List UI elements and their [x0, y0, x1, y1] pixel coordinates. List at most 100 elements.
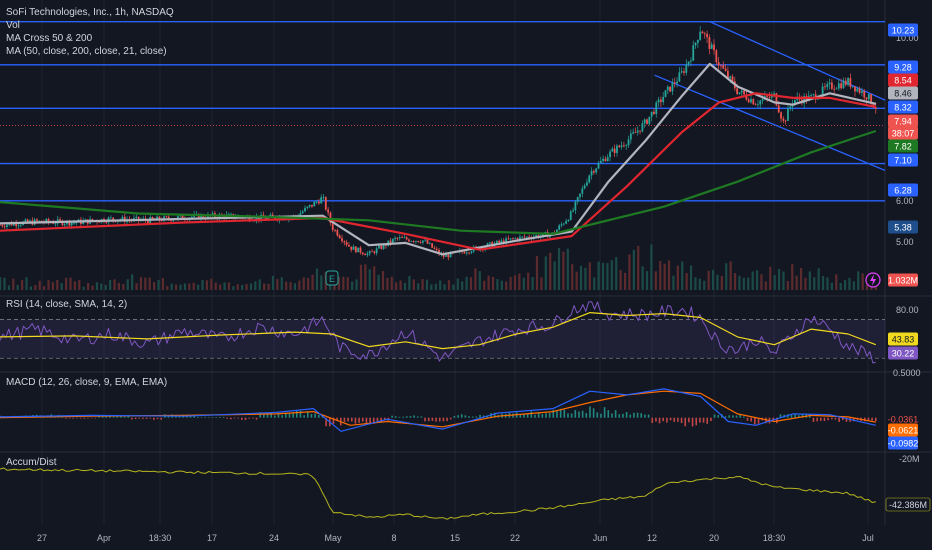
candle-body — [588, 175, 591, 183]
price-y-tick-label: 5.00 — [896, 237, 914, 247]
volume-bar — [738, 275, 741, 290]
candle-body — [412, 241, 415, 242]
candle-body — [851, 86, 854, 88]
macd-histogram-bar — [197, 416, 199, 418]
accum-dist-pane[interactable] — [0, 467, 876, 520]
candle-body — [618, 145, 621, 147]
rsi-value-tag: 30.22 — [892, 349, 915, 359]
volume-bar — [773, 275, 776, 290]
macd-histogram-bar — [361, 417, 364, 422]
volume-bar — [861, 273, 864, 290]
volume-value-tag: 1.032M — [888, 276, 918, 286]
candle-body — [664, 90, 667, 98]
accum-dist-title[interactable]: Accum/Dist — [6, 457, 57, 468]
candle-body — [156, 216, 159, 220]
macd-histogram-bar — [237, 417, 239, 419]
candle-body — [36, 219, 38, 221]
macd-hist-value-tag-bg — [888, 412, 918, 426]
indicator-ma[interactable]: MA (50, close, 200, close, 21, close) — [6, 46, 167, 57]
candle-body — [419, 242, 422, 243]
price-pane[interactable] — [0, 21, 886, 261]
volume-bar — [513, 275, 517, 290]
macd-y-tick-label: 0.5000 — [893, 368, 921, 378]
candle-body — [19, 224, 22, 226]
macd-histogram-bar — [794, 413, 796, 418]
volume-bar — [813, 277, 816, 290]
macd-histogram-bar — [299, 411, 302, 418]
candle-body — [135, 216, 138, 218]
candle-body — [840, 83, 843, 89]
candle-body — [558, 225, 561, 230]
volume-bar — [276, 278, 279, 290]
macd-histogram-bar — [149, 417, 152, 419]
candle-body — [68, 220, 71, 226]
volume-bar — [663, 263, 666, 290]
rsi-y-tick-label: 80.00 — [896, 305, 919, 315]
x-tick-label: 24 — [269, 533, 279, 543]
candle-body — [433, 247, 436, 249]
volume-bar — [56, 279, 59, 290]
macd-histogram-bar — [431, 417, 434, 421]
macd-histogram-bar — [688, 417, 690, 423]
indicator-ma-cross[interactable]: MA Cross 50 & 200 — [6, 33, 93, 44]
macd-histogram-bar — [567, 413, 569, 418]
volume-bar — [271, 275, 275, 290]
candle-body — [724, 68, 727, 71]
macd-histogram-bar — [600, 413, 602, 418]
rsi-pane[interactable] — [0, 301, 885, 364]
rsi-title[interactable]: RSI (14, close, SMA, 14, 2) — [6, 299, 127, 310]
candle-body — [574, 201, 577, 211]
volume-bar — [425, 279, 429, 290]
candle-body — [636, 130, 639, 133]
macd-histogram-bar — [416, 416, 419, 418]
volume-bar — [285, 281, 288, 290]
candle-body — [391, 238, 394, 243]
volume-bar — [725, 263, 728, 290]
candle-body — [334, 230, 336, 231]
candle-body — [835, 88, 838, 90]
x-tick-label: 18:30 — [763, 533, 786, 543]
macd-title[interactable]: MACD (12, 26, close, 9, EMA, EMA) — [6, 377, 167, 388]
macd-pane[interactable] — [0, 388, 877, 432]
candle-body — [794, 100, 796, 104]
macd-histogram-bar — [317, 414, 320, 418]
macd-histogram-bar — [666, 417, 668, 423]
volume-bar — [346, 277, 349, 290]
price-tag: 8.54 — [894, 76, 912, 86]
candle-body — [500, 240, 503, 243]
price-tag: 38:07 — [892, 129, 915, 139]
candle-body — [63, 224, 66, 226]
candle-body — [308, 204, 311, 207]
candle-body — [6, 224, 8, 227]
macd-histogram-bar — [402, 416, 404, 418]
candle-body — [354, 246, 357, 253]
x-tick-label: 22 — [510, 533, 520, 543]
volume-bar — [522, 277, 525, 290]
macd-histogram-bar — [427, 417, 430, 422]
macd-histogram-bar — [160, 417, 163, 420]
volume-bar — [333, 282, 336, 290]
candle-body — [787, 108, 789, 121]
macd-histogram-bar — [453, 416, 456, 418]
macd-histogram-bar — [743, 416, 745, 418]
accum-dist-line — [0, 467, 876, 520]
candle-body — [583, 185, 586, 189]
channel-upper-line — [709, 21, 886, 101]
candle-body — [45, 219, 48, 223]
candle-body — [759, 100, 762, 105]
volume-bar — [628, 254, 631, 290]
volume-bar — [421, 279, 424, 290]
candle-body — [812, 94, 815, 96]
earnings-marker[interactable] — [325, 270, 339, 286]
candle-body — [190, 216, 193, 218]
macd-histogram-bar — [438, 417, 441, 422]
candle-body — [579, 193, 581, 198]
volume-bar — [390, 276, 393, 290]
candle-body — [0, 224, 1, 226]
macd-histogram-bar — [574, 409, 577, 418]
macd-histogram-bar — [468, 416, 470, 418]
macd-histogram-bar — [255, 417, 258, 420]
volume-bar — [795, 275, 798, 290]
